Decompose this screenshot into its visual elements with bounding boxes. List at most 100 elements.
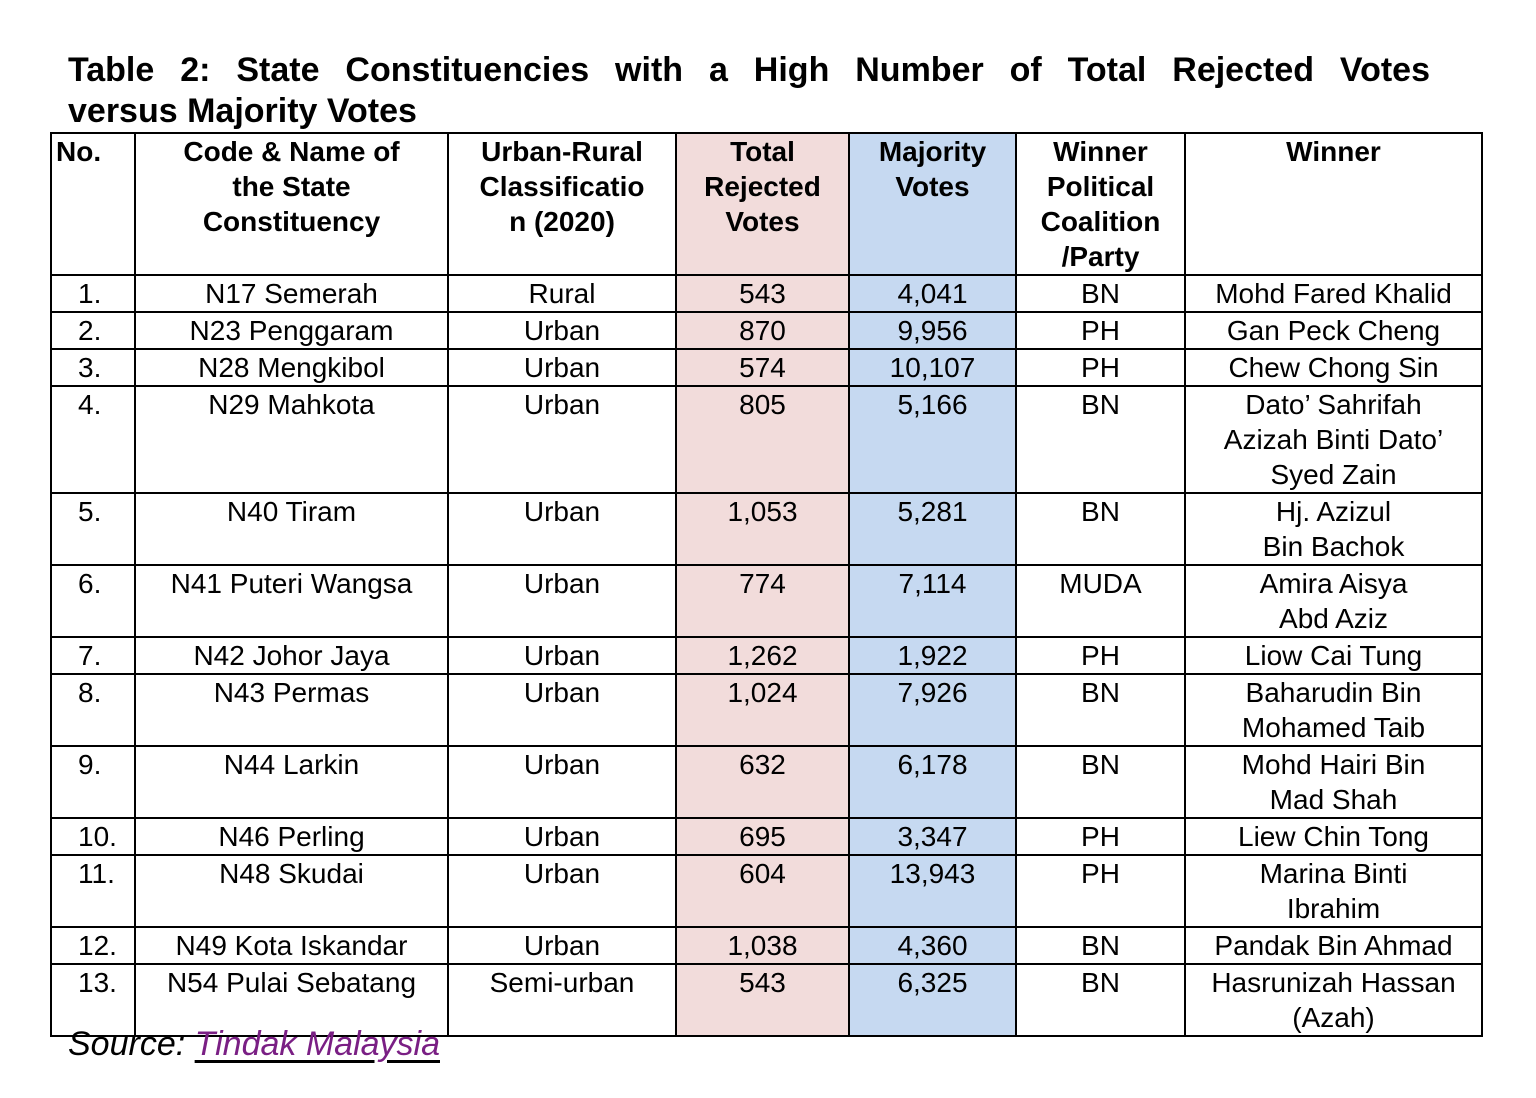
cell-majority-votes: 1,922 [848, 636, 1017, 675]
cell-party: PH [1015, 348, 1186, 387]
cell-majority-votes: 7,114 [848, 564, 1017, 638]
cell-majority-votes: 6,325 [848, 963, 1017, 1037]
cell-rejected-votes: 632 [675, 745, 850, 819]
cell-constituency: N41 Puteri Wangsa [134, 564, 449, 638]
cell-winner: Liow Cai Tung [1184, 636, 1483, 675]
cell-no: 5. [50, 492, 136, 566]
cell-no: 3. [50, 348, 136, 387]
cell-winner: Baharudin Bin Mohamed Taib [1184, 673, 1483, 747]
cell-rejected-votes: 574 [675, 348, 850, 387]
cell-winner: Marina Binti Ibrahim [1184, 854, 1483, 928]
cell-classification: Urban [447, 492, 677, 566]
cell-classification: Urban [447, 745, 677, 819]
cell-no: 10. [50, 817, 136, 856]
cell-party: BN [1015, 926, 1186, 965]
cell-constituency: N28 Mengkibol [134, 348, 449, 387]
cell-winner: Hasrunizah Hassan (Azah) [1184, 963, 1483, 1037]
cell-constituency: N48 Skudai [134, 854, 449, 928]
header-rejected-votes: Total Rejected Votes [675, 132, 850, 276]
cell-classification: Urban [447, 926, 677, 965]
table-row: 6. N41 Puteri Wangsa Urban 774 7,114 MUDA Amir… [50, 564, 1483, 638]
cell-no: 8. [50, 673, 136, 747]
cell-party: MUDA [1015, 564, 1186, 638]
cell-majority-votes: 9,956 [848, 311, 1017, 350]
cell-no: 12. [50, 926, 136, 965]
table-row: 7. N42 Johor Jaya Urban 1,262 1,922 PH Liow Ca… [50, 636, 1483, 675]
cell-winner: Gan Peck Cheng [1184, 311, 1483, 350]
cell-no: 1. [50, 274, 136, 313]
cell-constituency: N29 Mahkota [134, 385, 449, 494]
constituency-table: No. Code & Name of the State Constituency… [50, 132, 1483, 1037]
cell-party: PH [1015, 817, 1186, 856]
header-winner: Winner [1184, 132, 1483, 276]
cell-winner: Pandak Bin Ahmad [1184, 926, 1483, 965]
cell-classification: Urban [447, 817, 677, 856]
table-row: 4. N29 Mahkota Urban 805 5,166 BN Dato’ Sahrif… [50, 385, 1483, 494]
cell-rejected-votes: 1,038 [675, 926, 850, 965]
cell-classification: Urban [447, 854, 677, 928]
cell-winner: Liew Chin Tong [1184, 817, 1483, 856]
cell-classification: Urban [447, 636, 677, 675]
cell-party: PH [1015, 854, 1186, 928]
cell-rejected-votes: 543 [675, 963, 850, 1037]
header-no: No. [50, 132, 136, 276]
cell-party: BN [1015, 963, 1186, 1037]
cell-constituency: N40 Tiram [134, 492, 449, 566]
cell-party: PH [1015, 311, 1186, 350]
cell-constituency: N54 Pulai Sebatang [134, 963, 449, 1037]
cell-constituency: N42 Johor Jaya [134, 636, 449, 675]
table-row: 12. N49 Kota Iskandar Urban 1,038 4,360 BN Pan… [50, 926, 1483, 965]
cell-rejected-votes: 543 [675, 274, 850, 313]
cell-classification: Urban [447, 348, 677, 387]
header-majority-votes: Majority Votes [848, 132, 1017, 276]
table-row: 8. N43 Permas Urban 1,024 7,926 BN Baharudin B… [50, 673, 1483, 747]
cell-winner: Mohd Fared Khalid [1184, 274, 1483, 313]
cell-party: PH [1015, 636, 1186, 675]
cell-rejected-votes: 805 [675, 385, 850, 494]
cell-no: 9. [50, 745, 136, 819]
cell-no: 13. [50, 963, 136, 1037]
source-note: Source: Tindak Malaysia [68, 1024, 440, 1064]
cell-constituency: N46 Perling [134, 817, 449, 856]
cell-majority-votes: 5,281 [848, 492, 1017, 566]
cell-no: 6. [50, 564, 136, 638]
table-row: 5. N40 Tiram Urban 1,053 5,281 BN Hj. Azizul B… [50, 492, 1483, 566]
cell-constituency: N43 Permas [134, 673, 449, 747]
cell-classification: Rural [447, 274, 677, 313]
cell-no: 4. [50, 385, 136, 494]
table-title: Table 2: State Constituencies with a Hig… [68, 50, 1430, 132]
cell-no: 2. [50, 311, 136, 350]
cell-majority-votes: 4,360 [848, 926, 1017, 965]
cell-party: BN [1015, 745, 1186, 819]
cell-constituency: N49 Kota Iskandar [134, 926, 449, 965]
cell-rejected-votes: 870 [675, 311, 850, 350]
table-row: 11. N48 Skudai Urban 604 13,943 PH Marina Bint… [50, 854, 1483, 928]
cell-constituency: N23 Penggaram [134, 311, 449, 350]
header-party: Winner Political Coalition /Party [1015, 132, 1186, 276]
cell-constituency: N17 Semerah [134, 274, 449, 313]
cell-majority-votes: 3,347 [848, 817, 1017, 856]
cell-party: BN [1015, 673, 1186, 747]
table-row: 2. N23 Penggaram Urban 870 9,956 PH Gan Peck C… [50, 311, 1483, 350]
cell-rejected-votes: 695 [675, 817, 850, 856]
cell-classification: Urban [447, 673, 677, 747]
source-link[interactable]: Tindak Malaysia [194, 1025, 440, 1063]
cell-majority-votes: 5,166 [848, 385, 1017, 494]
cell-party: BN [1015, 492, 1186, 566]
cell-classification: Urban [447, 385, 677, 494]
header-row: No. Code & Name of the State Constituency… [50, 132, 1483, 276]
cell-majority-votes: 13,943 [848, 854, 1017, 928]
cell-rejected-votes: 604 [675, 854, 850, 928]
cell-majority-votes: 6,178 [848, 745, 1017, 819]
cell-rejected-votes: 1,024 [675, 673, 850, 747]
table-row: 3. N28 Mengkibol Urban 574 10,107 PH Chew Chon… [50, 348, 1483, 387]
title-line-2: versus Majority Votes [68, 92, 417, 130]
cell-rejected-votes: 774 [675, 564, 850, 638]
cell-winner: Mohd Hairi Bin Mad Shah [1184, 745, 1483, 819]
cell-classification: Urban [447, 564, 677, 638]
table-row: 1. N17 Semerah Rural 543 4,041 BN Mohd Fared K… [50, 274, 1483, 313]
table-row: 13. N54 Pulai Sebatang Semi-urban 543 6,325 B… [50, 963, 1483, 1037]
source-label: Source: [68, 1025, 186, 1063]
table-row: 10. N46 Perling Urban 695 3,347 PH Liew Chin T… [50, 817, 1483, 856]
cell-no: 7. [50, 636, 136, 675]
